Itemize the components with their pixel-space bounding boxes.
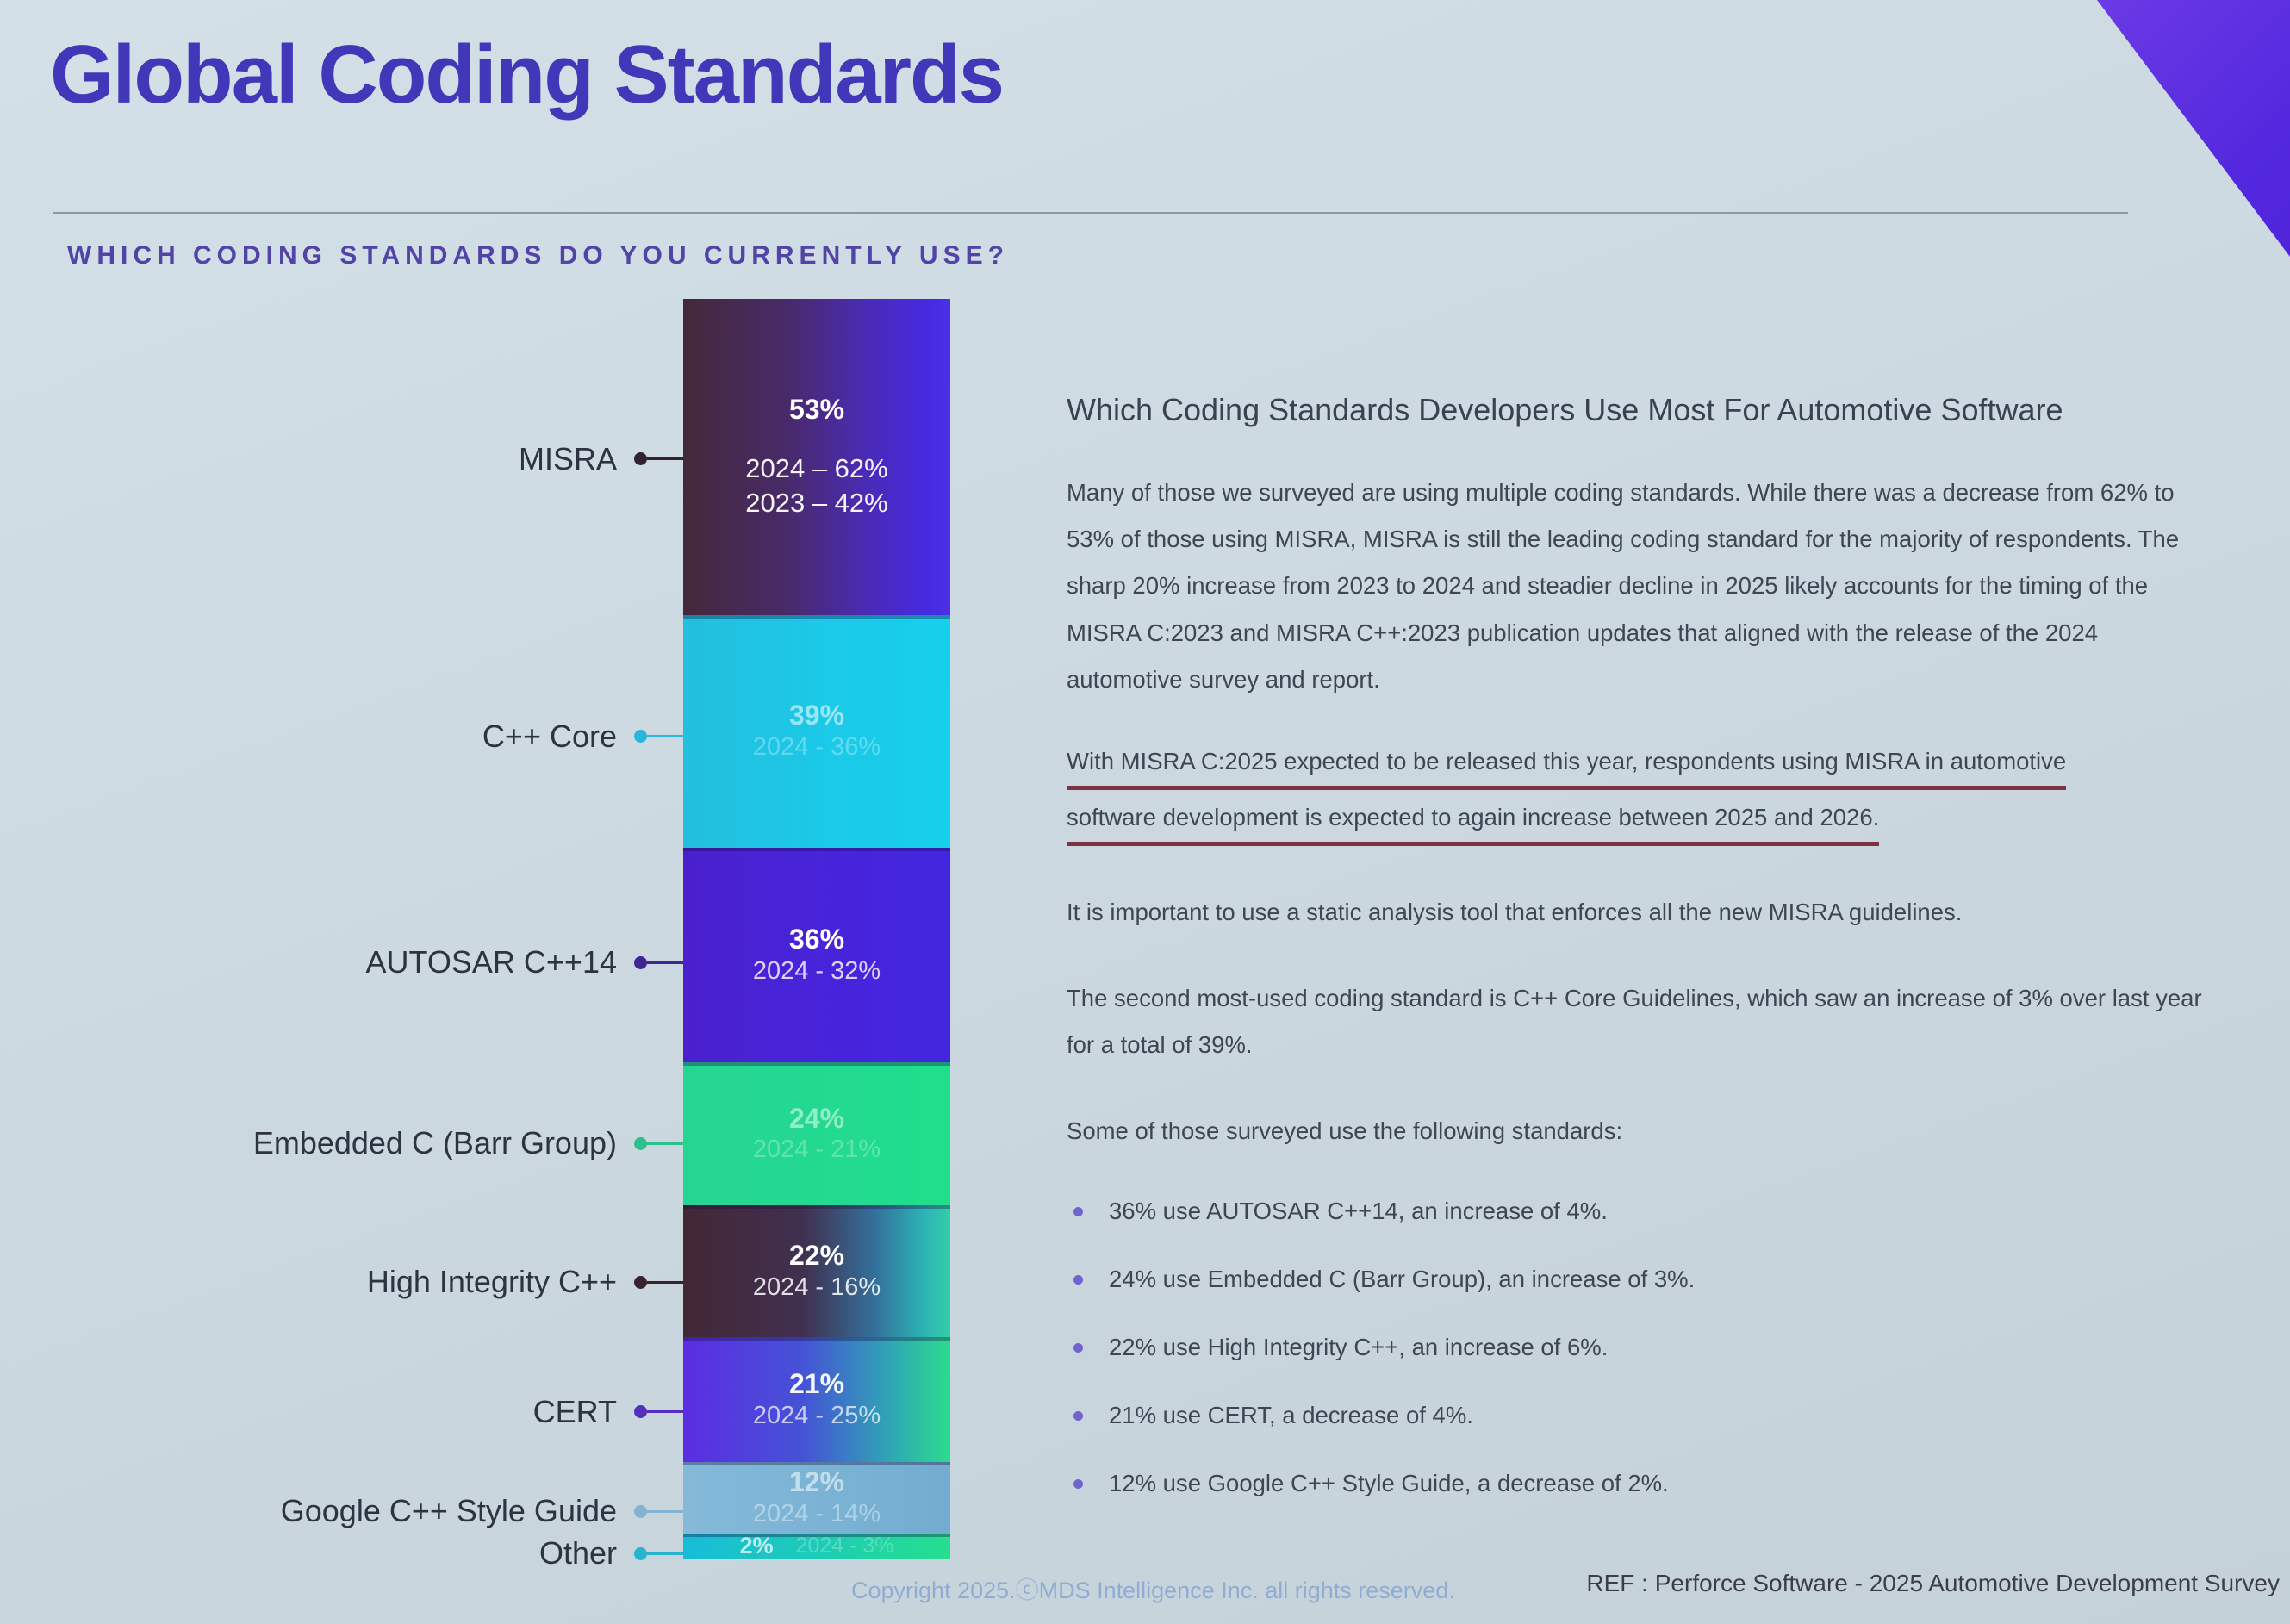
bar-label-other: Other <box>539 1535 683 1571</box>
bar-label-cert: CERT <box>533 1394 683 1430</box>
segment-value-label: 36% <box>788 923 845 955</box>
segment-prior-years: 2024 - 36% <box>752 733 881 762</box>
underlined-line: With MISRA C:2025 expected to be release… <box>1067 743 2067 790</box>
segment-value-label: 22% <box>788 1239 845 1271</box>
panel-heading: Which Coding Standards Developers Use Mo… <box>1067 392 2063 427</box>
paragraph-underlined-forecast: With MISRA C:2025 expected to be release… <box>1067 743 2212 846</box>
corner-triangle-decoration <box>2097 0 2290 257</box>
bar-segment-other: 2% 2024 - 3% <box>683 1533 950 1559</box>
segment-value-label: 2% <box>739 1533 774 1559</box>
segment-value-label: 24% <box>788 1102 845 1134</box>
list-item: 36% use AUTOSAR C++14, an increase of 4%… <box>1067 1195 2212 1227</box>
connector-dot-icon <box>634 1546 647 1560</box>
bar-label-embedded-c: Embedded C (Barr Group) <box>253 1125 683 1161</box>
bullet-dot-icon <box>1073 1274 1083 1285</box>
prior-year-line: 2024 – 62% <box>745 452 888 483</box>
paragraph-misra-overview: Many of those we surveyed are using mult… <box>1067 479 2180 693</box>
connector-dot-icon <box>634 955 647 969</box>
bar-label-misra: MISRA <box>519 441 683 477</box>
title-divider <box>53 212 2128 214</box>
bullet-dot-icon <box>1073 1206 1083 1216</box>
stacked-bar-chart: 53% 2024 – 62% 2023 – 42% 39% 2024 - 36%… <box>253 299 950 1571</box>
chart-question-subtitle: WHICH CODING STANDARDS DO YOU CURRENTLY … <box>67 241 1009 270</box>
bullet-text: 21% use CERT, a decrease of 4%. <box>1109 1401 1473 1428</box>
category-label: MISRA <box>518 440 617 476</box>
stacked-bar: 53% 2024 – 62% 2023 – 42% 39% 2024 - 36%… <box>683 299 950 1559</box>
connector-line <box>647 457 683 460</box>
bullet-text: 24% use Embedded C (Barr Group), an incr… <box>1109 1265 1696 1292</box>
list-item: 21% use CERT, a decrease of 4%. <box>1067 1399 2212 1431</box>
commentary-panel: Which Coding Standards Developers Use Mo… <box>1067 392 2212 1535</box>
category-label: C++ Core <box>482 718 617 754</box>
connector-dot-icon <box>634 1275 647 1289</box>
segment-prior-years: 2024 – 62% 2023 – 42% <box>745 451 887 521</box>
paragraph-second-standard: The second most-used coding standard is … <box>1067 985 2202 1059</box>
segment-value-label: 39% <box>788 700 845 731</box>
bar-segment-autosar: 36% 2024 - 32% <box>683 847 950 1063</box>
category-label: Google C++ Style Guide <box>280 1493 617 1528</box>
connector-line <box>647 961 683 964</box>
bullet-text: 12% use Google C++ Style Guide, a decrea… <box>1109 1470 1669 1497</box>
list-item: 22% use High Integrity C++, an increase … <box>1067 1331 2212 1363</box>
footer-copyright: Copyright 2025.ⓒMDS Intelligence Inc. al… <box>851 1577 1455 1603</box>
connector-line <box>647 1509 683 1513</box>
connector-dot-icon <box>634 1136 647 1150</box>
bullet-dot-icon <box>1073 1410 1083 1421</box>
segment-prior-years: 2024 - 14% <box>752 1499 881 1528</box>
category-label: Embedded C (Barr Group) <box>252 1125 617 1160</box>
connector-line <box>647 1280 683 1284</box>
paragraph-static-analysis: It is important to use a static analysis… <box>1067 898 1963 925</box>
category-label: Other <box>538 1535 617 1571</box>
connector-line <box>647 1410 683 1413</box>
connector-dot-icon <box>634 1405 647 1418</box>
bar-label-autosar: AUTOSAR C++14 <box>366 944 683 980</box>
underlined-line: software development is expected to agai… <box>1067 799 1880 846</box>
connector-line <box>647 735 683 737</box>
bar-segment-cert: 21% 2024 - 25% <box>683 1336 950 1462</box>
segment-prior-years: 2024 - 16% <box>752 1272 881 1301</box>
prior-year-line: 2023 – 42% <box>745 487 888 518</box>
connector-line <box>647 1142 683 1145</box>
bar-segment-google-style: 12% 2024 - 14% <box>683 1461 950 1534</box>
bullet-dot-icon <box>1073 1479 1083 1490</box>
paragraph-bullets-intro: Some of those surveyed use the following… <box>1067 1117 1623 1145</box>
category-label: AUTOSAR C++14 <box>365 944 617 980</box>
segment-value-label: 12% <box>788 1465 845 1497</box>
segment-prior-years: 2024 - 25% <box>752 1401 881 1429</box>
segment-value-label: 53% <box>788 393 845 425</box>
footer-reference: REF : Perforce Software - 2025 Automotiv… <box>1586 1570 2280 1596</box>
connector-dot-icon <box>634 730 647 743</box>
bar-label-high-integrity: High Integrity C++ <box>367 1264 683 1300</box>
connector-dot-icon <box>634 1504 647 1518</box>
segment-prior-years: 2024 - 3% <box>795 1534 894 1559</box>
bar-segment-misra: 53% 2024 – 62% 2023 – 42% <box>683 299 950 615</box>
connector-dot-icon <box>634 452 647 465</box>
category-label: High Integrity C++ <box>366 1264 617 1299</box>
segment-prior-years: 2024 - 32% <box>752 956 881 985</box>
bar-segment-embedded-c: 24% 2024 - 21% <box>683 1062 950 1206</box>
bar-segment-high-integrity: 22% 2024 - 16% <box>683 1205 950 1337</box>
page-title: Global Coding Standards <box>50 28 1005 121</box>
segment-value-label: 21% <box>788 1367 845 1399</box>
connector-line <box>647 1552 683 1555</box>
category-label: CERT <box>532 1393 617 1429</box>
bullet-dot-icon <box>1073 1342 1083 1353</box>
segment-prior-years: 2024 - 21% <box>752 1136 881 1164</box>
bar-segment-cpp-core: 39% 2024 - 36% <box>683 614 950 848</box>
bullet-text: 36% use AUTOSAR C++14, an increase of 4%… <box>1109 1197 1608 1224</box>
list-item: 24% use Embedded C (Barr Group), an incr… <box>1067 1263 2212 1295</box>
bar-label-cpp-core: C++ Core <box>482 719 683 755</box>
list-item: 12% use Google C++ Style Guide, a decrea… <box>1067 1467 2212 1499</box>
bullet-text: 22% use High Integrity C++, an increase … <box>1109 1333 1609 1360</box>
bar-label-google-style: Google C++ Style Guide <box>281 1493 683 1529</box>
standards-bullet-list: 36% use AUTOSAR C++14, an increase of 4%… <box>1067 1195 2212 1500</box>
